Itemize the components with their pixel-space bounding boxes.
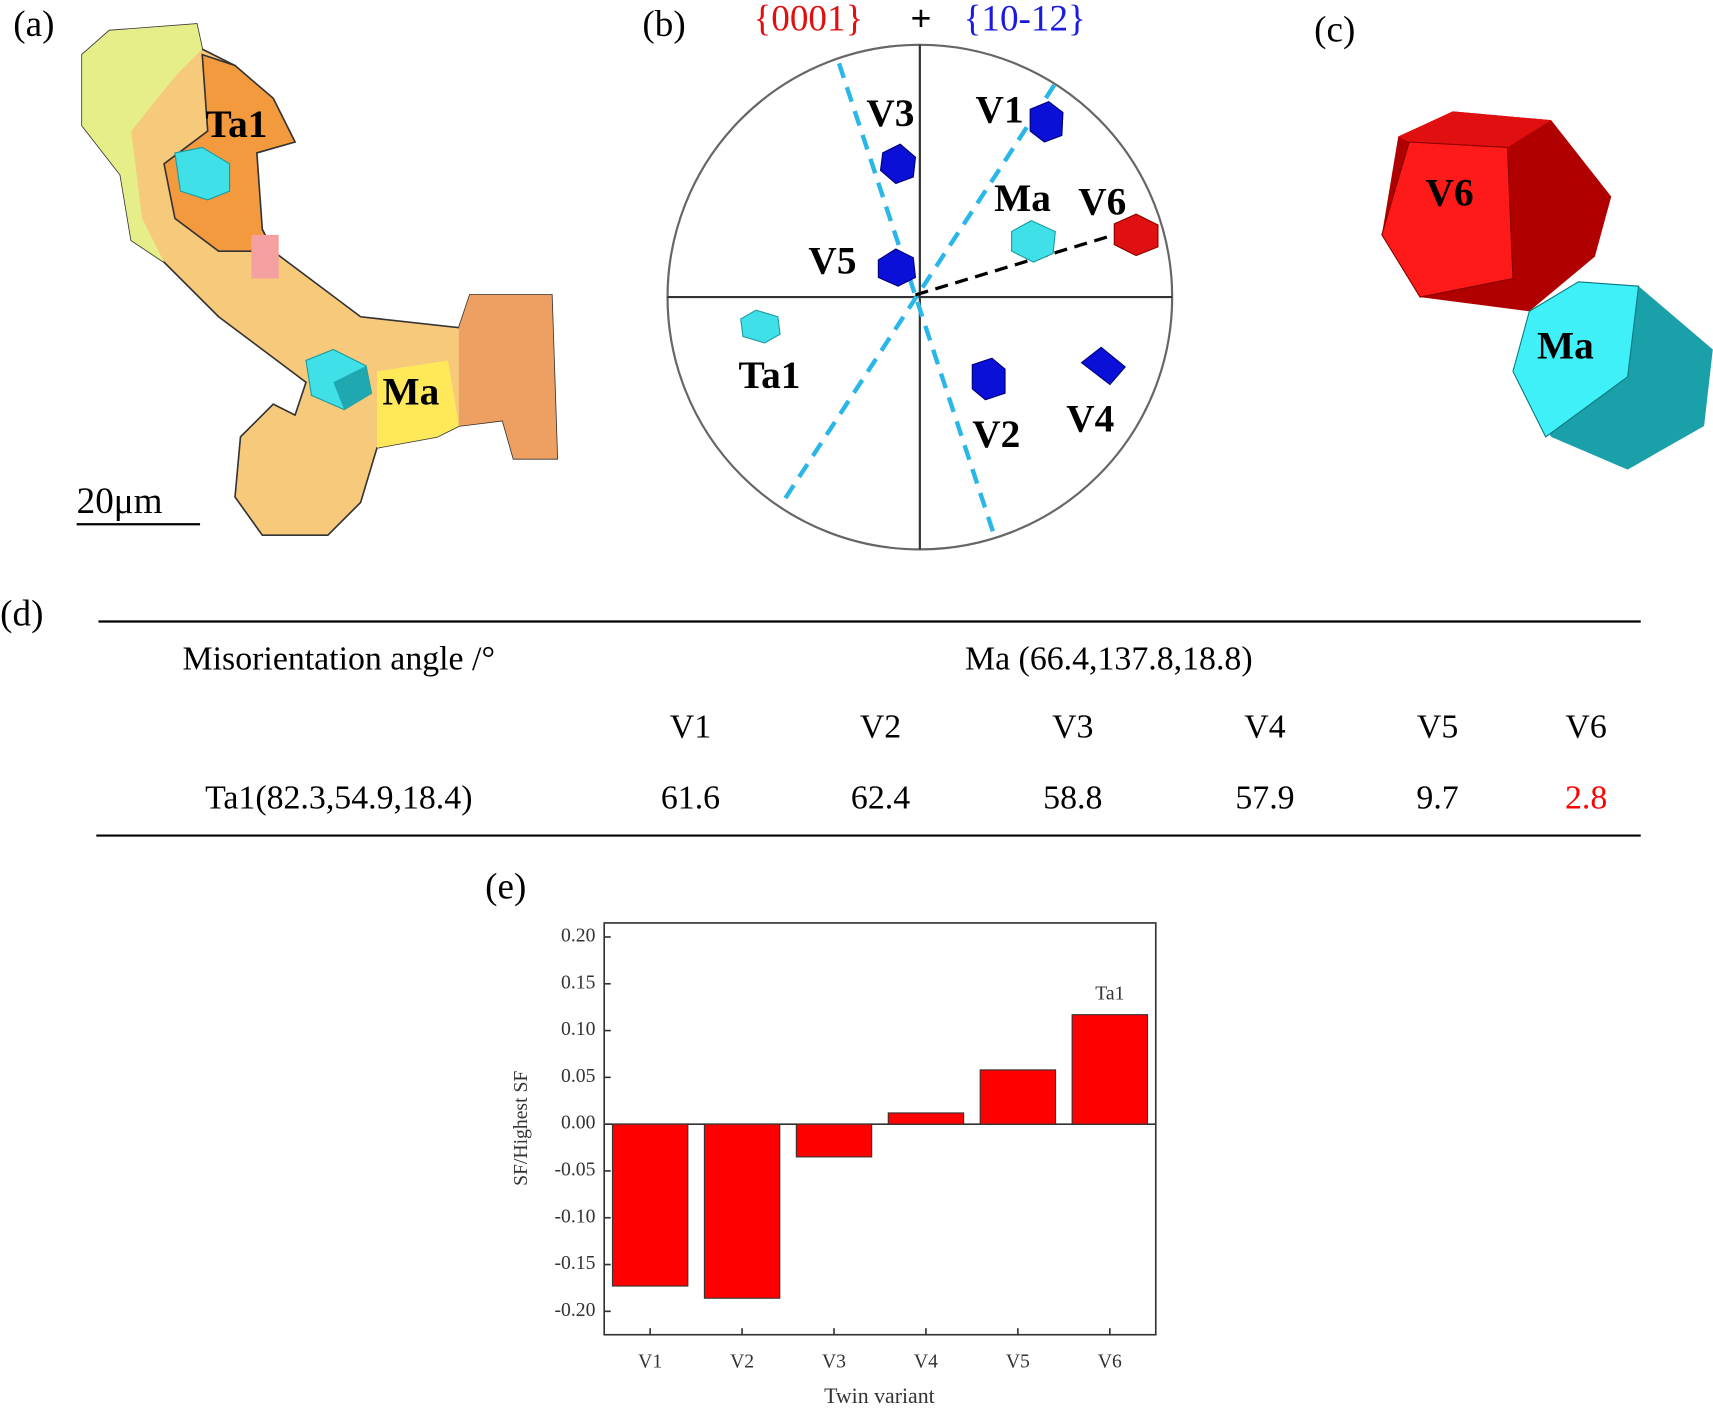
panel-label: (e) (485, 867, 526, 908)
panel-label: (a) (13, 4, 54, 45)
table-header: Misorientation angle /° (183, 641, 495, 678)
y-tick-label: -0.10 (554, 1205, 595, 1227)
grain-label: Ta1 (206, 102, 268, 146)
bar (887, 1112, 965, 1125)
grain-label: Ma (382, 369, 439, 413)
cell: 2.8 (1565, 779, 1607, 816)
crystal-label: V6 (1426, 171, 1474, 215)
column-header: V1 (670, 708, 711, 745)
bar-annotation: Ta1 (1095, 983, 1124, 1005)
row-label: Ta1(82.3,54.9,18.4) (205, 779, 472, 816)
column-header: V4 (1244, 708, 1285, 745)
pole-label: Ma (994, 176, 1051, 220)
y-tick-label: 0.05 (561, 1065, 596, 1087)
crystals (1381, 111, 1713, 470)
crystal-label: Ma (1537, 324, 1594, 368)
x-tick-label: V6 (1098, 1351, 1122, 1373)
cell: 57.9 (1235, 779, 1294, 816)
bar (795, 1123, 873, 1158)
cell: 62.4 (851, 779, 910, 816)
y-tick-label: -0.15 (554, 1252, 595, 1274)
pole-label: V4 (1066, 397, 1114, 441)
pole-label: V6 (1078, 179, 1126, 223)
cell: 61.6 (661, 779, 720, 816)
x-tick-label: V5 (1006, 1351, 1030, 1373)
pole-label: Ta1 (739, 353, 801, 397)
pole-label: V2 (972, 412, 1020, 456)
x-tick-label: V2 (730, 1351, 754, 1373)
y-tick-label: -0.05 (554, 1158, 595, 1180)
y-tick-label: 0.20 (561, 925, 596, 947)
y-tick-label: 0.00 (561, 1112, 596, 1134)
pole-label: V3 (866, 91, 914, 135)
pole-figure (666, 43, 1174, 551)
bar-chart: Twin variant SF/Highest SF -0.20 -0.15 -0.… (510, 922, 1157, 1408)
panel-label: (c) (1314, 9, 1355, 50)
cell: 58.8 (1043, 779, 1102, 816)
column-header: V2 (860, 708, 901, 745)
bar (1071, 1014, 1149, 1125)
title-part: + (910, 0, 931, 39)
x-axis-label: Twin variant (824, 1384, 935, 1408)
x-tick-label: V3 (822, 1351, 846, 1373)
x-tick-label: V4 (914, 1351, 938, 1373)
bar (703, 1123, 781, 1299)
title-part: {10-12} (964, 0, 1086, 39)
column-header: V6 (1565, 708, 1606, 745)
plot-frame (603, 922, 1157, 1336)
table: Misorientation angle /° Ma (66.4,137.8,1… (96, 620, 1641, 837)
column-header: V3 (1052, 708, 1093, 745)
y-tick-label: 0.10 (561, 1018, 596, 1040)
y-tick-label: 0.15 (561, 971, 596, 993)
scale-bar-label: 20μm (77, 481, 163, 522)
panel-label: (d) (0, 594, 43, 635)
pole-label: V1 (976, 88, 1024, 132)
grain-map (81, 23, 559, 537)
title-part: {0001} (753, 0, 863, 39)
bar (979, 1069, 1057, 1125)
bar (611, 1123, 689, 1287)
y-tick-label: -0.20 (554, 1299, 595, 1321)
pole-label: V5 (808, 238, 856, 282)
y-axis-label: SF/Highest SF (510, 1071, 532, 1186)
table-header: Ma (66.4,137.8,18.8) (965, 641, 1253, 678)
panel-label: (b) (642, 4, 685, 45)
column-header: V5 (1417, 708, 1458, 745)
x-tick-label: V1 (638, 1351, 662, 1373)
cell: 9.7 (1416, 779, 1458, 816)
